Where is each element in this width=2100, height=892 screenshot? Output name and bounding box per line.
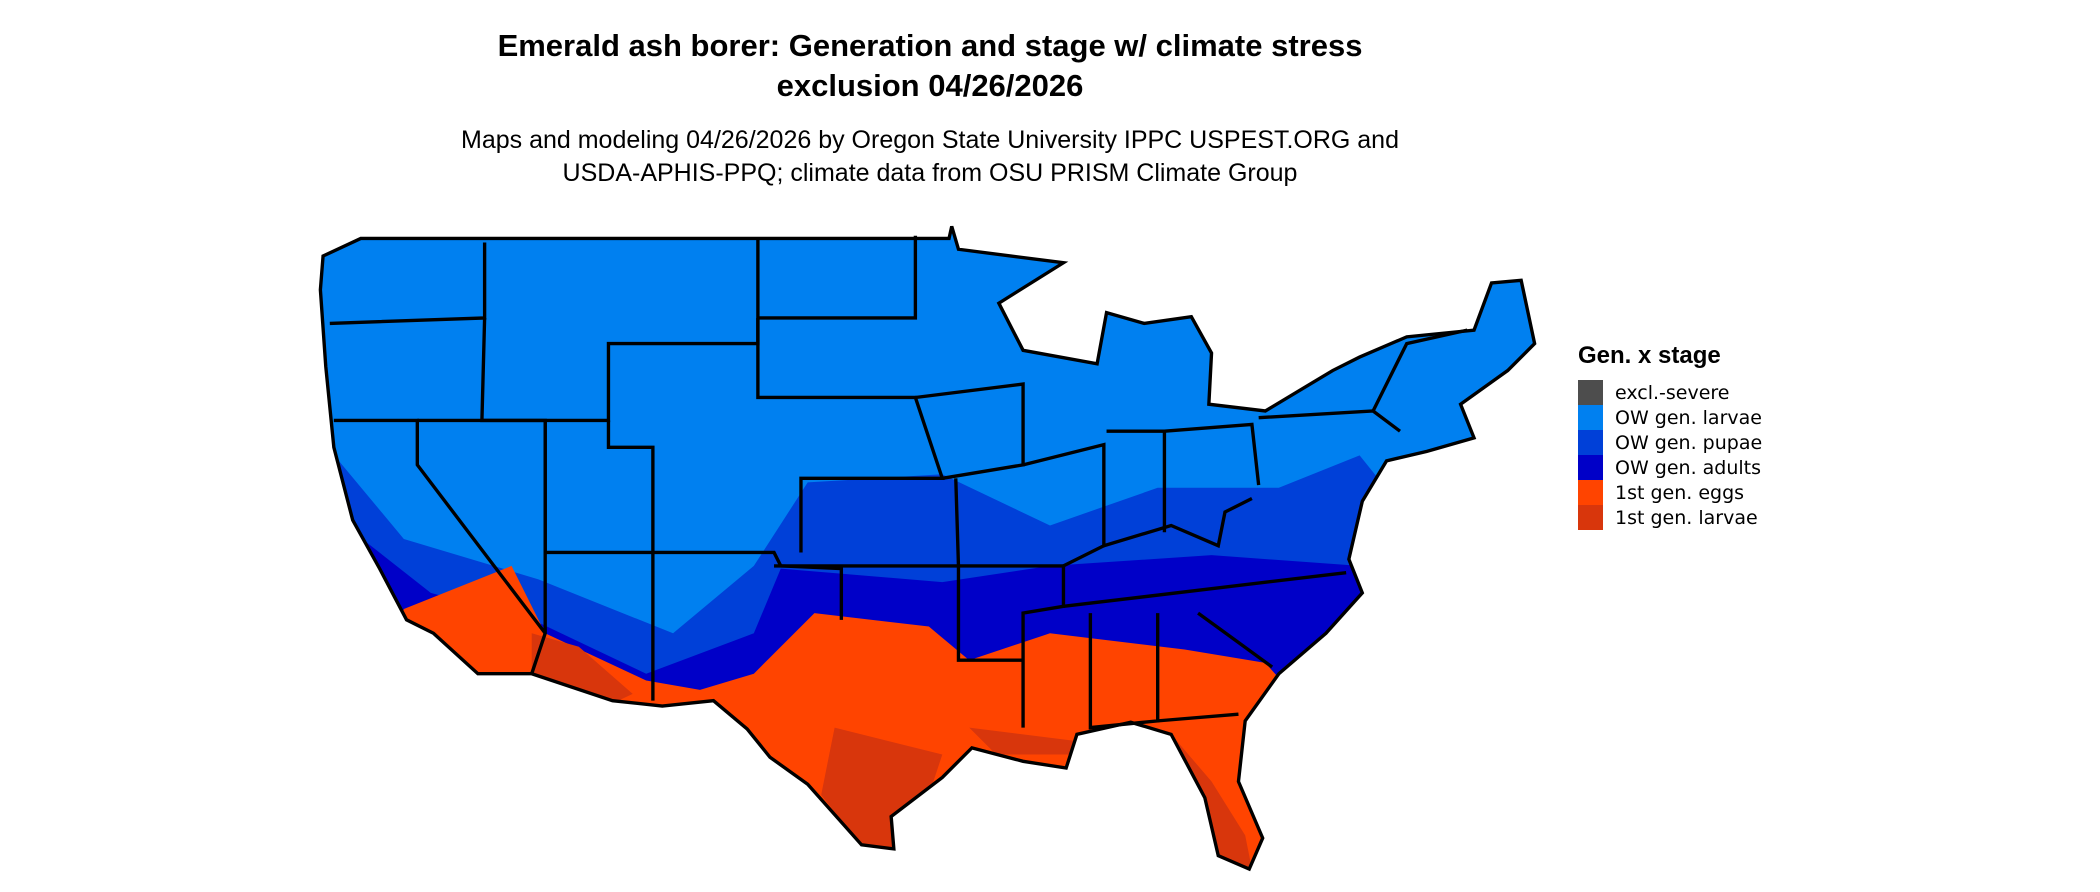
map-subtitle-line-2: USDA-APHIS-PPQ; climate data from OSU PR… [562,159,1298,187]
state-borders [318,224,1537,871]
legend-swatch [1578,455,1603,480]
legend-item-ow-adults: OW gen. adults [1578,455,1762,480]
legend-label: 1st gen. eggs [1615,481,1745,504]
legend-swatch [1578,480,1603,505]
legend-swatch [1578,430,1603,455]
legend-item-1st-gen-larvae: 1st gen. larvae [1578,505,1762,530]
legend-label: excl.-severe [1615,381,1730,404]
legend: Gen. x stage excl.-severe OW gen. larvae… [1578,342,1762,530]
legend-swatch [1578,405,1603,430]
legend-label: 1st gen. larvae [1615,506,1758,529]
region-1st-gen-larvae-az [531,633,633,704]
legend-label: OW gen. pupae [1615,431,1763,454]
legend-label: OW gen. larvae [1615,406,1762,429]
legend-title: Gen. x stage [1578,342,1721,369]
map-subtitle-line-1: Maps and modeling 04/26/2026 by Oregon S… [461,126,1399,154]
map-title-line-2: exclusion 04/26/2026 [776,68,1084,103]
legend-item-1st-gen-eggs: 1st gen. eggs [1578,480,1762,505]
legend-item-ow-pupae: OW gen. pupae [1578,430,1762,455]
legend-swatch [1578,380,1603,405]
map-title-line-1: Emerald ash borer: Generation and stage … [497,28,1363,63]
legend-label: OW gen. adults [1615,456,1762,479]
legend-swatch [1578,505,1603,530]
legend-item-excl-severe: excl.-severe [1578,380,1762,405]
legend-item-ow-larvae: OW gen. larvae [1578,405,1762,430]
